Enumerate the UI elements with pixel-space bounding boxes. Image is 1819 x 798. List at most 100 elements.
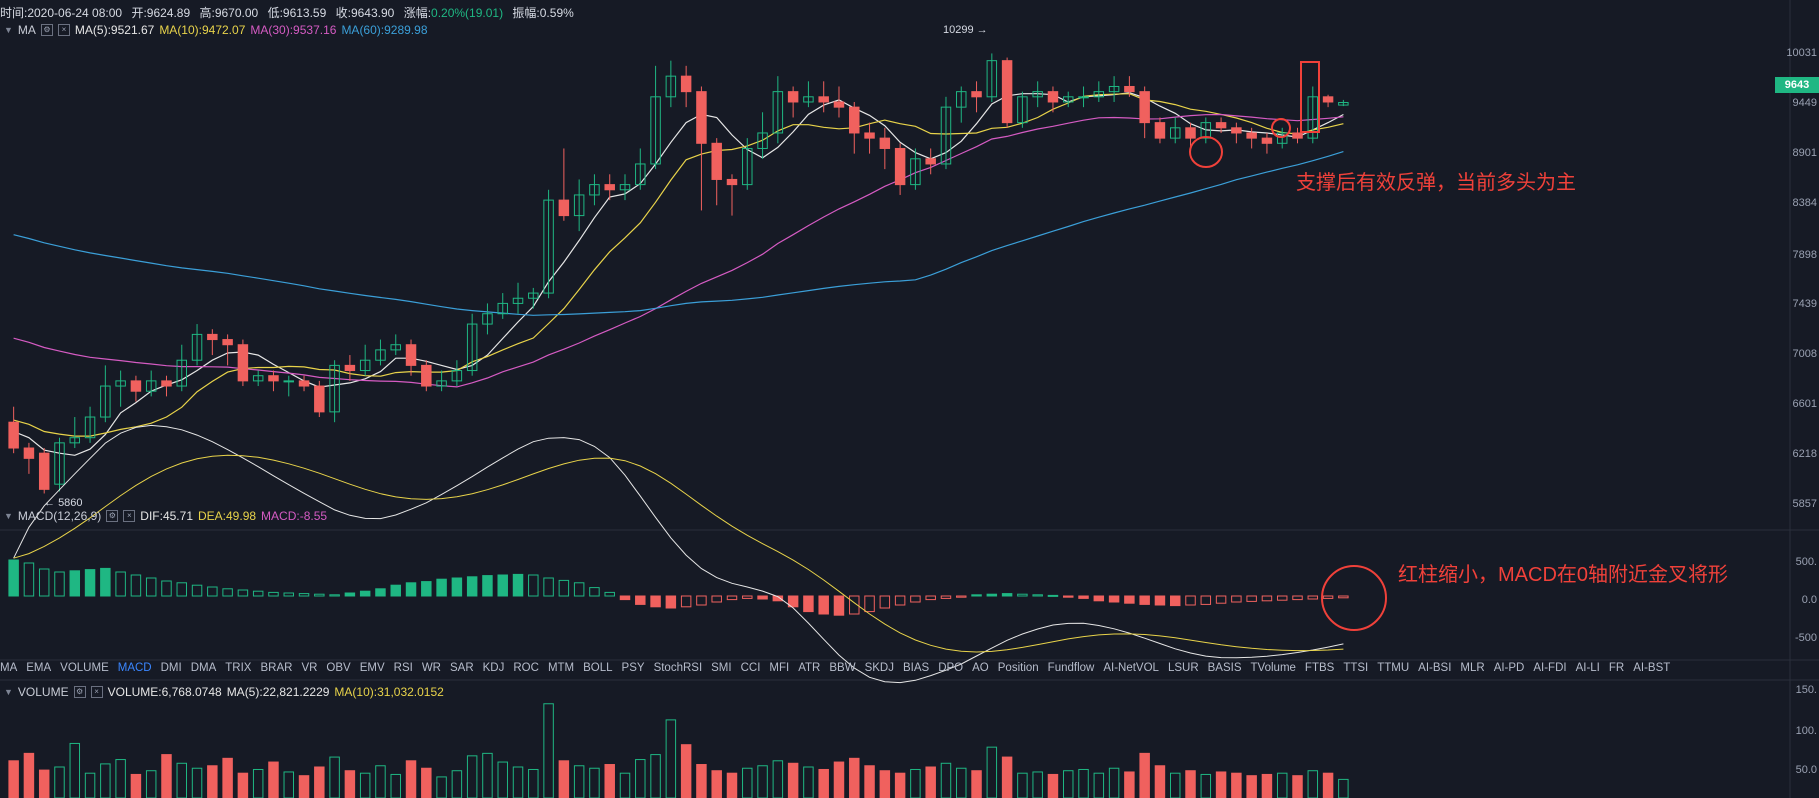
- collapse-icon[interactable]: ▼: [4, 25, 13, 35]
- candle-body: [145, 380, 157, 392]
- macd-bar: [543, 577, 554, 597]
- tab-kdj[interactable]: KDJ: [482, 662, 505, 674]
- tab-fundflow[interactable]: Fundflow: [1047, 662, 1095, 674]
- candle-body: [38, 452, 50, 490]
- macd-bar: [1032, 594, 1043, 597]
- macd-bar: [1108, 595, 1120, 603]
- tab-boll[interactable]: BOLL: [583, 662, 613, 674]
- volume-bar: [329, 756, 340, 798]
- candle-body: [1154, 122, 1166, 139]
- tab-volume[interactable]: VOLUME: [60, 662, 109, 674]
- volume-bar: [314, 766, 325, 798]
- tab-sar[interactable]: SAR: [449, 662, 474, 674]
- tab-brar[interactable]: BRAR: [260, 662, 293, 674]
- tab-ai-netvol[interactable]: AI-NetVOL: [1103, 662, 1159, 674]
- volume-bar: [650, 754, 661, 798]
- tab-obv[interactable]: OBV: [326, 662, 351, 674]
- macd-bar: [1078, 595, 1089, 599]
- settings-icon[interactable]: ⚙: [73, 686, 86, 698]
- volume-axis-label: 50.0: [1795, 764, 1817, 776]
- candle-body: [894, 147, 906, 186]
- tab-mfi[interactable]: MFI: [769, 662, 790, 674]
- collapse-icon[interactable]: ▼: [4, 511, 13, 521]
- tab-tvolume[interactable]: TVolume: [1250, 662, 1296, 674]
- candle-body: [558, 199, 570, 217]
- tab-skdj[interactable]: SKDJ: [864, 662, 894, 674]
- tab-ao[interactable]: AO: [972, 662, 989, 674]
- volume-bar: [38, 769, 50, 798]
- tab-lsur[interactable]: LSUR: [1167, 662, 1199, 674]
- candle-body: [1231, 127, 1242, 134]
- volume-bar: [1047, 773, 1059, 798]
- volume-bar: [696, 764, 707, 798]
- tab-dma[interactable]: DMA: [190, 662, 217, 674]
- macd-bar: [619, 595, 631, 601]
- volume-bar: [69, 742, 81, 798]
- macd-bar: [665, 595, 677, 609]
- amplitude-label: 振幅:0.59%: [512, 6, 574, 20]
- tab-vr[interactable]: VR: [301, 662, 318, 674]
- tab-atr[interactable]: ATR: [798, 662, 821, 674]
- candle-body: [971, 91, 982, 98]
- tab-macd[interactable]: MACD: [117, 662, 152, 674]
- candle-body: [635, 163, 646, 186]
- tab-ttsi[interactable]: TTSI: [1343, 662, 1369, 674]
- collapse-icon[interactable]: ▼: [4, 687, 13, 697]
- tab-ema[interactable]: EMA: [26, 662, 52, 674]
- price-annotation-note: 支撑后有效反弹，当前多头为主: [1296, 172, 1576, 194]
- macd-bar: [23, 562, 35, 597]
- ma30-value: MA(30):9537.16: [250, 23, 337, 37]
- volume-bar: [971, 770, 982, 798]
- settings-icon[interactable]: ⚙: [40, 24, 53, 36]
- volume-bar: [451, 770, 463, 798]
- volume-bar: [145, 770, 157, 798]
- tab-cci[interactable]: CCI: [740, 662, 761, 674]
- tab-ai-pd[interactable]: AI-PD: [1493, 662, 1525, 674]
- macd-bar: [925, 595, 936, 601]
- close-icon[interactable]: ×: [57, 24, 70, 36]
- tab-ai-li[interactable]: AI-LI: [1575, 662, 1600, 674]
- volume-bar: [573, 765, 585, 798]
- tab-stochrsi[interactable]: StochRSI: [653, 662, 703, 674]
- tab-dmi[interactable]: DMI: [160, 662, 182, 674]
- tab-position[interactable]: Position: [997, 662, 1039, 674]
- tab-dpo[interactable]: DPO: [938, 662, 964, 674]
- macd-bar: [1231, 595, 1242, 603]
- tab-wr[interactable]: WR: [421, 662, 441, 674]
- candle-body: [665, 75, 677, 98]
- tab-smi[interactable]: SMI: [711, 662, 732, 674]
- macd-axis-label: 0.0: [1801, 594, 1817, 606]
- tab-fr[interactable]: FR: [1608, 662, 1625, 674]
- candle-body: [696, 91, 707, 144]
- candle-body: [726, 178, 738, 186]
- tab-ftbs[interactable]: FTBS: [1304, 662, 1335, 674]
- tab-mlr[interactable]: MLR: [1460, 662, 1485, 674]
- tab-ai-fdi[interactable]: AI-FDI: [1533, 662, 1567, 674]
- tab-psy[interactable]: PSY: [621, 662, 645, 674]
- candle-body: [1261, 137, 1273, 144]
- tab-trix[interactable]: TRIX: [225, 662, 252, 674]
- macd-bar: [344, 592, 356, 597]
- tab-rsi[interactable]: RSI: [393, 662, 413, 674]
- close-icon[interactable]: ×: [90, 686, 103, 698]
- close-icon[interactable]: ×: [123, 510, 136, 522]
- volume-bar: [1200, 773, 1212, 798]
- macd-bar: [191, 584, 203, 597]
- volume-bar: [1078, 768, 1089, 798]
- tab-bbw[interactable]: BBW: [829, 662, 856, 674]
- volume-bar: [268, 761, 279, 798]
- tab-bias[interactable]: BIAS: [902, 662, 930, 674]
- settings-icon[interactable]: ⚙: [106, 510, 119, 522]
- tab-ai-bsi[interactable]: AI-BSI: [1418, 662, 1452, 674]
- tab-ttmu[interactable]: TTMU: [1377, 662, 1410, 674]
- tab-mtm[interactable]: MTM: [547, 662, 575, 674]
- tab-emv[interactable]: EMV: [359, 662, 385, 674]
- tab-basis[interactable]: BASIS: [1207, 662, 1242, 674]
- volume-bar: [635, 759, 646, 798]
- tab-ma[interactable]: MA: [0, 662, 18, 674]
- tab-roc[interactable]: ROC: [513, 662, 539, 674]
- candle-body: [940, 106, 952, 165]
- tab-ai-bst[interactable]: AI-BST: [1633, 662, 1671, 674]
- volume-panel: [8, 703, 1349, 798]
